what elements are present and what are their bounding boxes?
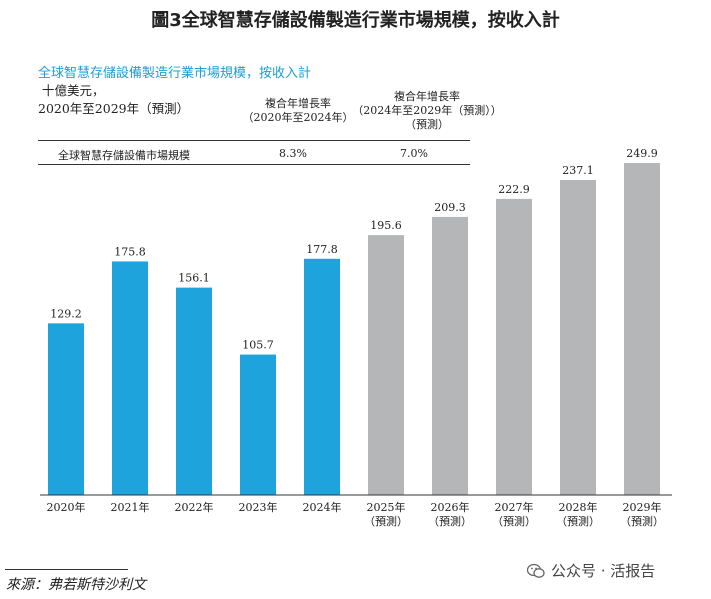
cagr-value-2: 7.0% [400,147,428,160]
cagr-header-2: 複合年增長率 （2024年至2029年（預測）） （預測） [342,90,512,132]
bar-value-label: 237.1 [562,164,594,177]
chart-subtitle: 全球智慧存儲設備製造行業市場規模，按收入計 [38,66,312,81]
bar-2028年 [560,180,596,496]
bar-value-label: 129.2 [50,307,82,320]
x-tick-label: 2021年 [111,500,150,514]
watermark-text: 公众号 · 活报告 [551,562,656,580]
source-rule [5,569,128,570]
bar-2027年 [496,198,532,495]
cagr-value-1: 8.3% [279,147,307,160]
bar-2026年 [432,216,468,496]
bar-value-label: 222.9 [498,183,530,196]
bar-2020年 [48,323,84,495]
cagr-row-label: 全球智慧存儲設備市場規模 [58,149,190,162]
bar-value-label: 177.8 [306,243,338,256]
x-tick-label: 2028年 [559,500,598,514]
bar-2024年 [304,258,340,495]
x-tick-label: 2024年 [303,500,342,514]
chart-title: 圖3全球智慧存儲設備製造行業市場規模，按收入計 [151,10,560,31]
cagr-header-1: 複合年增長率 （2020年至2024年） [238,97,358,125]
bars-group [48,163,660,496]
bar-value-label: 209.3 [434,201,466,214]
bar-value-label: 195.6 [370,219,402,232]
x-tick-sublabel: （預測） [364,514,408,528]
cagr-header-2-range: （2024年至2029年（預測）） [352,104,502,117]
cagr-header-1-title: 複合年增長率 [265,97,331,110]
x-tick-label: 2020年 [47,500,86,514]
x-tick-sublabel: （預測） [428,514,472,528]
x-tick-label: 2025年 [367,500,406,514]
bar-2029年 [624,163,660,495]
bar-2021年 [112,261,148,495]
period-label: 2020年至2029年（預測） [38,101,190,116]
x-tick-sublabel: （預測） [492,514,536,528]
bar-value-label: 249.9 [626,147,658,160]
bar-value-label: 105.7 [242,339,274,352]
x-tick-label: 2023年 [239,500,278,514]
bar-2023年 [240,354,276,495]
cagr-header-2-title: 複合年增長率 [394,90,460,103]
bar-2022年 [176,287,212,495]
x-tick-label: 2026年 [431,500,470,514]
bar-2025年 [368,235,404,495]
wechat-icon [527,563,545,578]
x-tick-label: 2027年 [495,500,534,514]
table-bottom-rule [38,164,470,165]
labels-group: 129.2 2020年 175.8 2021年 156.1 2022年 105.7 2023年… [47,147,665,528]
unit-label: 十億美元， [42,83,105,98]
table-top-rule [38,140,470,141]
cagr-header-1-range: （2020年至2024年） [242,111,354,124]
x-tick-label: 2029年 [623,500,662,514]
x-tick-label: 2022年 [175,500,214,514]
cagr-header-2-suffix: （預測） [405,118,449,131]
bar-value-label: 175.8 [114,245,146,258]
x-tick-sublabel: （預測） [620,514,664,528]
bar-value-label: 156.1 [178,272,210,285]
x-tick-sublabel: （預測） [556,514,600,528]
watermark: 公众号 · 活报告 [527,560,655,581]
source-note: 來源：弗若斯特沙利文 [6,577,146,593]
